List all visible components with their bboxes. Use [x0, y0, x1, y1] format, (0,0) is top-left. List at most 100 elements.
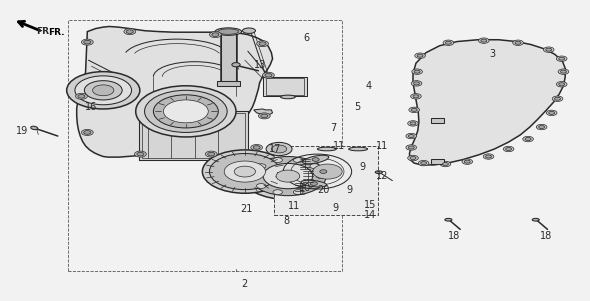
Circle shape	[257, 41, 268, 47]
Circle shape	[136, 86, 236, 137]
Text: 12: 12	[376, 171, 388, 181]
Text: 3: 3	[490, 49, 496, 59]
Ellipse shape	[31, 126, 38, 130]
Bar	[263, 77, 307, 96]
Circle shape	[543, 47, 554, 52]
Circle shape	[412, 69, 422, 74]
Circle shape	[145, 90, 227, 132]
Circle shape	[242, 153, 334, 200]
Polygon shape	[254, 109, 273, 115]
Circle shape	[408, 121, 418, 126]
Text: 5: 5	[354, 102, 360, 112]
Circle shape	[209, 32, 221, 38]
Circle shape	[410, 157, 416, 160]
Ellipse shape	[301, 180, 327, 187]
Circle shape	[536, 124, 547, 130]
Text: 14: 14	[365, 210, 376, 220]
Ellipse shape	[375, 171, 382, 173]
Circle shape	[250, 157, 326, 196]
Ellipse shape	[317, 147, 336, 151]
Circle shape	[417, 54, 423, 57]
Circle shape	[408, 155, 418, 161]
Text: 8: 8	[283, 216, 289, 226]
Text: 21: 21	[241, 204, 253, 214]
Text: 9: 9	[347, 185, 353, 195]
Text: 11: 11	[288, 201, 300, 211]
Circle shape	[263, 163, 313, 189]
Circle shape	[481, 39, 487, 42]
Circle shape	[124, 29, 136, 35]
Circle shape	[406, 133, 417, 139]
Bar	[431, 159, 444, 164]
Circle shape	[464, 160, 470, 163]
Circle shape	[67, 72, 140, 109]
Circle shape	[408, 135, 414, 138]
Circle shape	[418, 160, 429, 166]
Circle shape	[84, 81, 122, 100]
Circle shape	[445, 41, 451, 44]
Circle shape	[408, 146, 414, 149]
Circle shape	[202, 150, 287, 193]
Circle shape	[440, 161, 451, 167]
Ellipse shape	[349, 147, 368, 151]
Text: 16: 16	[86, 102, 97, 112]
Circle shape	[208, 152, 215, 156]
Circle shape	[137, 152, 144, 156]
Circle shape	[411, 108, 417, 111]
Circle shape	[84, 131, 91, 134]
Circle shape	[411, 94, 421, 99]
Ellipse shape	[445, 219, 452, 221]
Circle shape	[153, 95, 218, 128]
Circle shape	[276, 170, 300, 182]
Circle shape	[414, 82, 419, 85]
Circle shape	[415, 53, 425, 58]
Circle shape	[486, 155, 491, 158]
Circle shape	[310, 184, 319, 188]
Circle shape	[293, 190, 303, 194]
Circle shape	[163, 100, 208, 123]
Circle shape	[263, 72, 274, 78]
Text: 20: 20	[317, 185, 329, 195]
Circle shape	[84, 40, 91, 44]
Circle shape	[253, 146, 260, 149]
Circle shape	[413, 95, 419, 98]
Circle shape	[81, 39, 93, 45]
Polygon shape	[77, 26, 273, 157]
Circle shape	[271, 145, 287, 153]
Circle shape	[224, 161, 266, 182]
Ellipse shape	[242, 28, 255, 33]
Circle shape	[250, 174, 260, 178]
Circle shape	[273, 158, 283, 163]
Circle shape	[273, 190, 283, 194]
Circle shape	[234, 166, 255, 177]
Circle shape	[513, 40, 523, 45]
Bar	[221, 33, 236, 84]
Ellipse shape	[218, 29, 238, 34]
Circle shape	[406, 145, 417, 150]
Ellipse shape	[532, 219, 539, 221]
Circle shape	[546, 48, 552, 51]
Text: 11: 11	[333, 141, 345, 151]
Circle shape	[313, 164, 342, 179]
Text: 19: 19	[17, 126, 28, 136]
Circle shape	[506, 147, 512, 150]
Circle shape	[126, 30, 133, 33]
Bar	[68, 20, 342, 271]
Bar	[266, 78, 304, 95]
Circle shape	[478, 38, 489, 43]
Circle shape	[559, 83, 565, 86]
Circle shape	[257, 164, 266, 169]
Circle shape	[78, 95, 85, 98]
Text: 11: 11	[376, 141, 388, 151]
Bar	[139, 111, 248, 160]
Text: 9: 9	[360, 162, 366, 172]
Circle shape	[135, 151, 146, 157]
Circle shape	[75, 76, 132, 105]
Circle shape	[556, 56, 567, 61]
Circle shape	[320, 170, 327, 173]
Circle shape	[558, 69, 569, 74]
Circle shape	[560, 70, 566, 73]
Ellipse shape	[215, 28, 242, 36]
Bar	[274, 146, 378, 215]
Text: 9: 9	[332, 203, 338, 213]
